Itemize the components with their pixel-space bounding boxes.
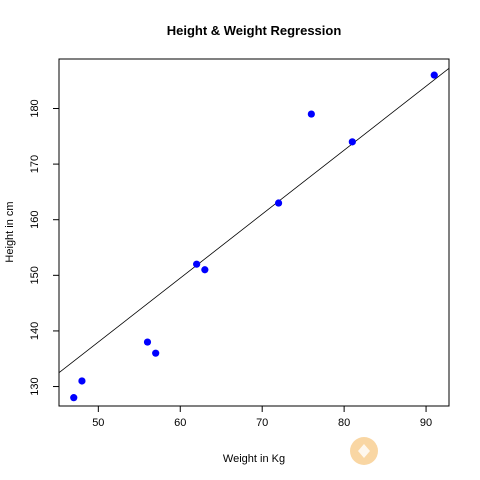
- regression-line: [58, 68, 450, 374]
- watermark-logo: 创新互联: [350, 437, 445, 465]
- chart-title: Height & Weight Regression: [167, 23, 342, 38]
- y-tick-label: 160: [29, 211, 41, 229]
- y-tick-label: 130: [29, 377, 41, 395]
- y-tick-label: 140: [29, 322, 41, 340]
- data-point: [348, 138, 356, 146]
- points-layer: [70, 71, 438, 402]
- x-tick-label: 80: [338, 417, 350, 429]
- data-point: [193, 260, 201, 268]
- y-tick-label: 150: [29, 266, 41, 284]
- y-axis: 130 140 150 160 170 180: [29, 99, 59, 396]
- plot-frame: [58, 58, 450, 407]
- y-axis-label: Height in cm: [4, 201, 16, 262]
- watermark-logo-mark: [358, 444, 370, 458]
- regression-layer: [58, 68, 450, 374]
- x-tick-label: 70: [256, 417, 268, 429]
- y-tick-label: 170: [29, 155, 41, 173]
- data-point: [143, 338, 152, 346]
- y-tick-label: 180: [29, 99, 41, 117]
- data-point: [78, 377, 86, 385]
- x-tick-label: 50: [92, 417, 104, 429]
- x-tick-label: 90: [420, 417, 432, 429]
- data-point: [70, 394, 78, 402]
- data-point: [152, 349, 160, 357]
- data-point: [430, 71, 438, 79]
- data-point: [307, 110, 315, 118]
- data-point: [201, 266, 209, 274]
- x-axis-label: Weight in Kg: [223, 453, 285, 465]
- data-point: [274, 199, 283, 207]
- watermark-text: 创新互联: [383, 443, 445, 461]
- x-axis: 50 60 70 80 90: [92, 406, 432, 429]
- x-tick-label: 60: [174, 417, 186, 429]
